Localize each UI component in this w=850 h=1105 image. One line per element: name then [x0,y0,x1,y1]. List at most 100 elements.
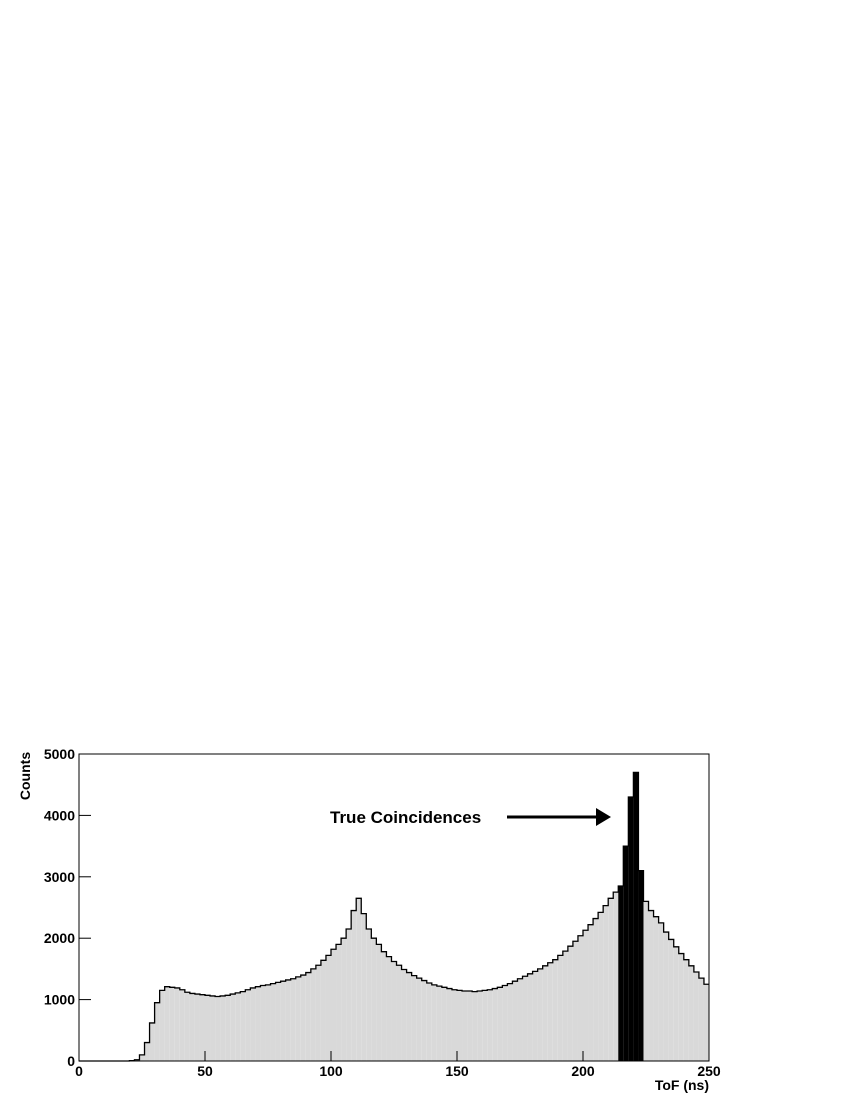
bar [245,990,250,1061]
y-tick-label: 1000 [44,992,75,1008]
bar [260,985,265,1061]
y-tick-label: 4000 [44,807,75,823]
bar [255,987,260,1061]
bar [538,969,543,1061]
bar [366,929,371,1061]
y-axis-label: Counts [17,752,33,800]
bar [613,892,618,1061]
bar [649,911,654,1061]
bar [376,944,381,1061]
bar [361,914,366,1061]
bar [472,992,477,1061]
bar [276,982,281,1061]
bar [563,951,568,1061]
bar [482,990,487,1061]
annotation: True Coincidences [330,808,481,827]
bar [185,992,190,1061]
y-tick-label: 5000 [44,746,75,762]
x-tick-label: 150 [445,1063,469,1079]
bar [643,901,648,1061]
bar [190,993,195,1061]
bar [301,975,306,1061]
bar [528,974,533,1061]
bar [422,981,427,1061]
bar [346,929,351,1061]
bar [296,977,301,1061]
y-tick-label: 2000 [44,930,75,946]
bar [371,938,376,1061]
bar [442,987,447,1061]
bar [573,941,578,1061]
bar [155,1003,160,1061]
bar [150,1023,155,1061]
bar [351,911,356,1061]
bar [578,936,583,1061]
bar [558,955,563,1061]
bar [306,973,311,1061]
bar [674,947,679,1061]
annotation-arrowhead [596,808,611,826]
bar [523,976,528,1061]
bar [654,917,659,1061]
highlight-bar [633,772,638,1061]
x-axis-label: ToF (ns) [655,1077,709,1093]
bar [533,971,538,1061]
bar [694,972,699,1061]
bar [170,987,175,1061]
bar [507,984,512,1061]
bar [281,981,286,1061]
bar [588,925,593,1061]
bar [497,987,502,1061]
bar [457,990,462,1061]
bar [598,912,603,1061]
bar [477,991,482,1061]
bar [145,1043,150,1061]
bar [321,960,326,1061]
highlight-bar [623,846,628,1061]
x-tick-label: 100 [319,1063,343,1079]
bar [447,989,452,1061]
x-tick-label: 250 [697,1063,721,1079]
bar [331,949,336,1061]
bar [210,996,215,1061]
bar [568,946,573,1061]
bar [180,990,185,1061]
x-tick-label: 200 [571,1063,595,1079]
bar [165,987,170,1061]
bar [699,978,704,1061]
bar [517,979,522,1061]
x-tick-label: 50 [197,1063,213,1079]
bar [160,990,165,1061]
bar [553,960,558,1061]
y-tick-label: 0 [67,1053,75,1069]
bar [512,981,517,1061]
bar [356,898,361,1061]
highlight-bar [628,797,633,1061]
bar [669,939,674,1061]
bar [679,954,684,1061]
bar [689,966,694,1061]
bar [487,990,492,1061]
bar [271,984,276,1061]
bar [492,989,497,1061]
bar [407,973,412,1061]
bar [286,980,291,1061]
bar [316,965,321,1061]
bar [139,1055,144,1061]
bar [391,962,396,1061]
bar [265,985,270,1061]
bar [397,965,402,1061]
bar [381,952,386,1061]
bar [341,938,346,1061]
bar [220,996,225,1061]
bar [603,906,608,1061]
bar [664,932,669,1061]
bar [502,985,507,1061]
bar [543,966,548,1061]
bar [240,992,245,1061]
bar [336,944,341,1061]
bar [704,984,709,1061]
bar [200,995,205,1061]
x-tick-label: 0 [75,1063,83,1079]
